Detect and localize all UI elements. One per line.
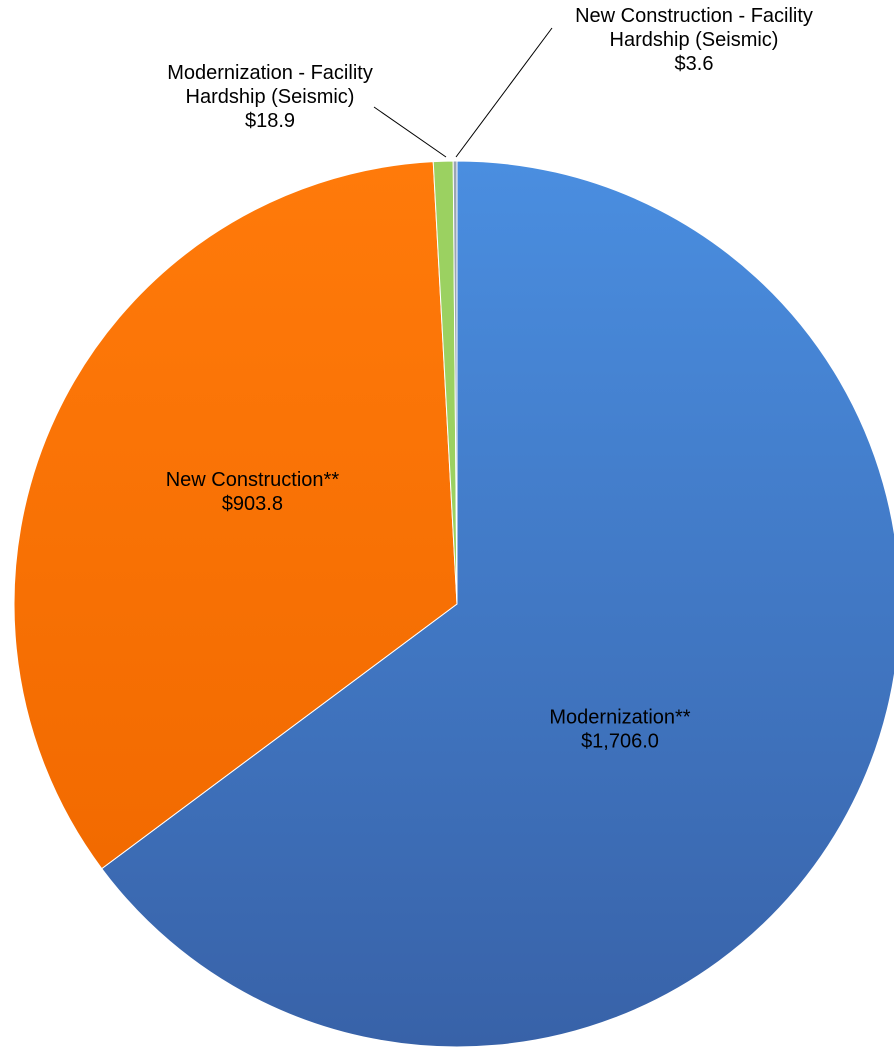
slice-value-label: $903.8 (222, 493, 283, 515)
slice-category-label: New Construction - Facility (575, 5, 813, 27)
slice-label-modernization: Modernization**$1,706.0 (549, 706, 690, 752)
slice-category-label: Modernization - Facility (167, 62, 373, 84)
pie-slice-modernization (101, 160, 894, 1048)
pie-slice-new-construction (13, 161, 458, 870)
labels-layer: Modernization**$1,706.0 New Construction*… (166, 5, 813, 752)
slice-category-label: Modernization** (549, 706, 690, 728)
slice-category-label: New Construction** (166, 469, 340, 491)
leader-line-new-construction-facility-hardship-seismic (455, 27, 553, 158)
slice-category-label: Hardship (Seismic) (610, 29, 779, 51)
slice-category-label: Hardship (Seismic) (186, 86, 355, 108)
slice-value-label: $18.9 (245, 110, 295, 132)
slice-value-label: $1,706.0 (581, 730, 659, 752)
slices-layer (13, 160, 894, 1048)
leader-line-modernization-facility-hardship-seismic (373, 106, 447, 158)
slice-value-label: $3.6 (675, 53, 714, 75)
pie-slice-new-construction-facility-hardship-seismic (452, 160, 458, 605)
slice-label-new-construction: New Construction**$903.8 (166, 469, 340, 515)
leader-lines-layer (373, 27, 553, 158)
